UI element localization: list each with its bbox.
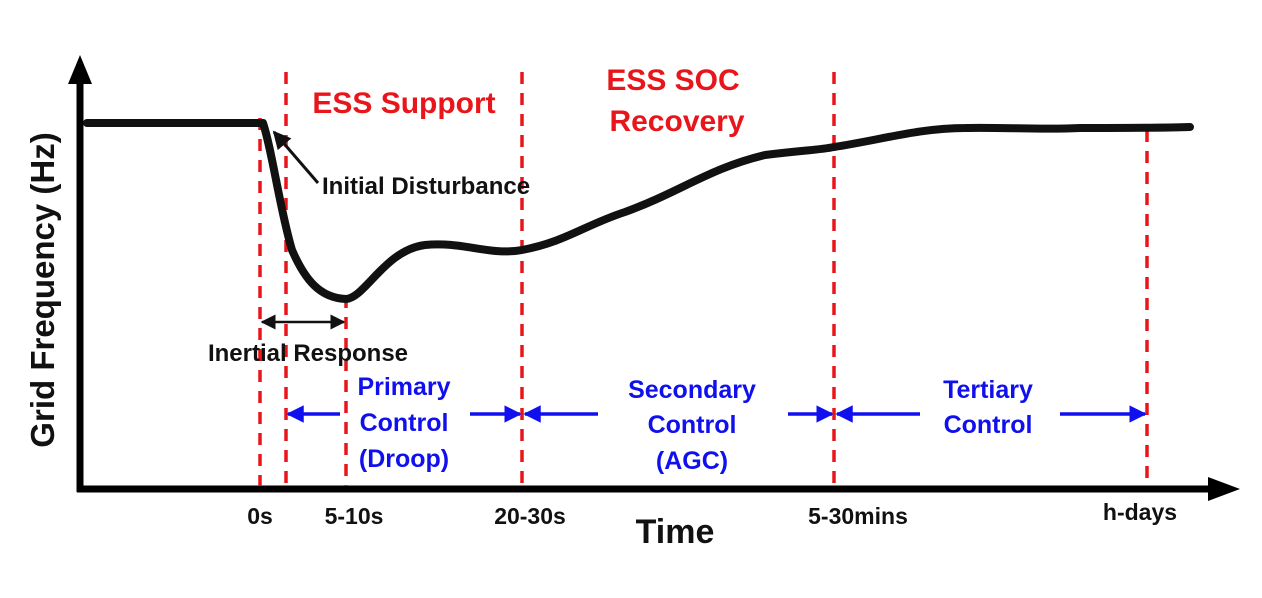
tick-label-0s: 0s (247, 503, 273, 529)
x-axis-label: Time (636, 513, 715, 551)
secondary-control-line2: Control (648, 411, 737, 439)
ess-support-label: ESS Support (312, 87, 495, 120)
tick-label-h-days: h-days (1103, 499, 1177, 525)
secondary-control-label: Secondary Control (AGC) (628, 376, 756, 475)
secondary-control-line3: (AGC) (656, 447, 728, 475)
axes (68, 55, 1240, 501)
x-axis-arrowhead (1208, 477, 1240, 501)
primary-control-line3: (Droop) (359, 445, 449, 473)
tick-label-5-10s: 5-10s (325, 503, 384, 529)
inertial-response-label: Inertial Response (208, 340, 408, 367)
secondary-control-line1: Secondary (628, 376, 756, 404)
primary-control-line1: Primary (357, 373, 450, 401)
tertiary-control-label: Tertiary Control (943, 376, 1033, 439)
tick-label-20-30s: 20-30s (494, 503, 566, 529)
initial-disturbance-label: Initial Disturbance (322, 173, 530, 200)
primary-control-label: Primary Control (Droop) (357, 373, 450, 473)
ess-soc-label: ESS SOC (606, 64, 739, 97)
y-axis-label: Grid Frequency (Hz) (24, 132, 61, 447)
ess-recovery-label: Recovery (609, 105, 744, 138)
frequency-curve (83, 119, 1194, 303)
initial-disturbance-arrow (272, 130, 320, 184)
tick-label-5-30mins: 5-30mins (808, 503, 908, 529)
primary-control-line2: Control (360, 409, 449, 437)
tertiary-control-line2: Control (944, 411, 1033, 439)
tertiary-control-line1: Tertiary (943, 376, 1033, 404)
y-axis-arrowhead (68, 55, 92, 84)
